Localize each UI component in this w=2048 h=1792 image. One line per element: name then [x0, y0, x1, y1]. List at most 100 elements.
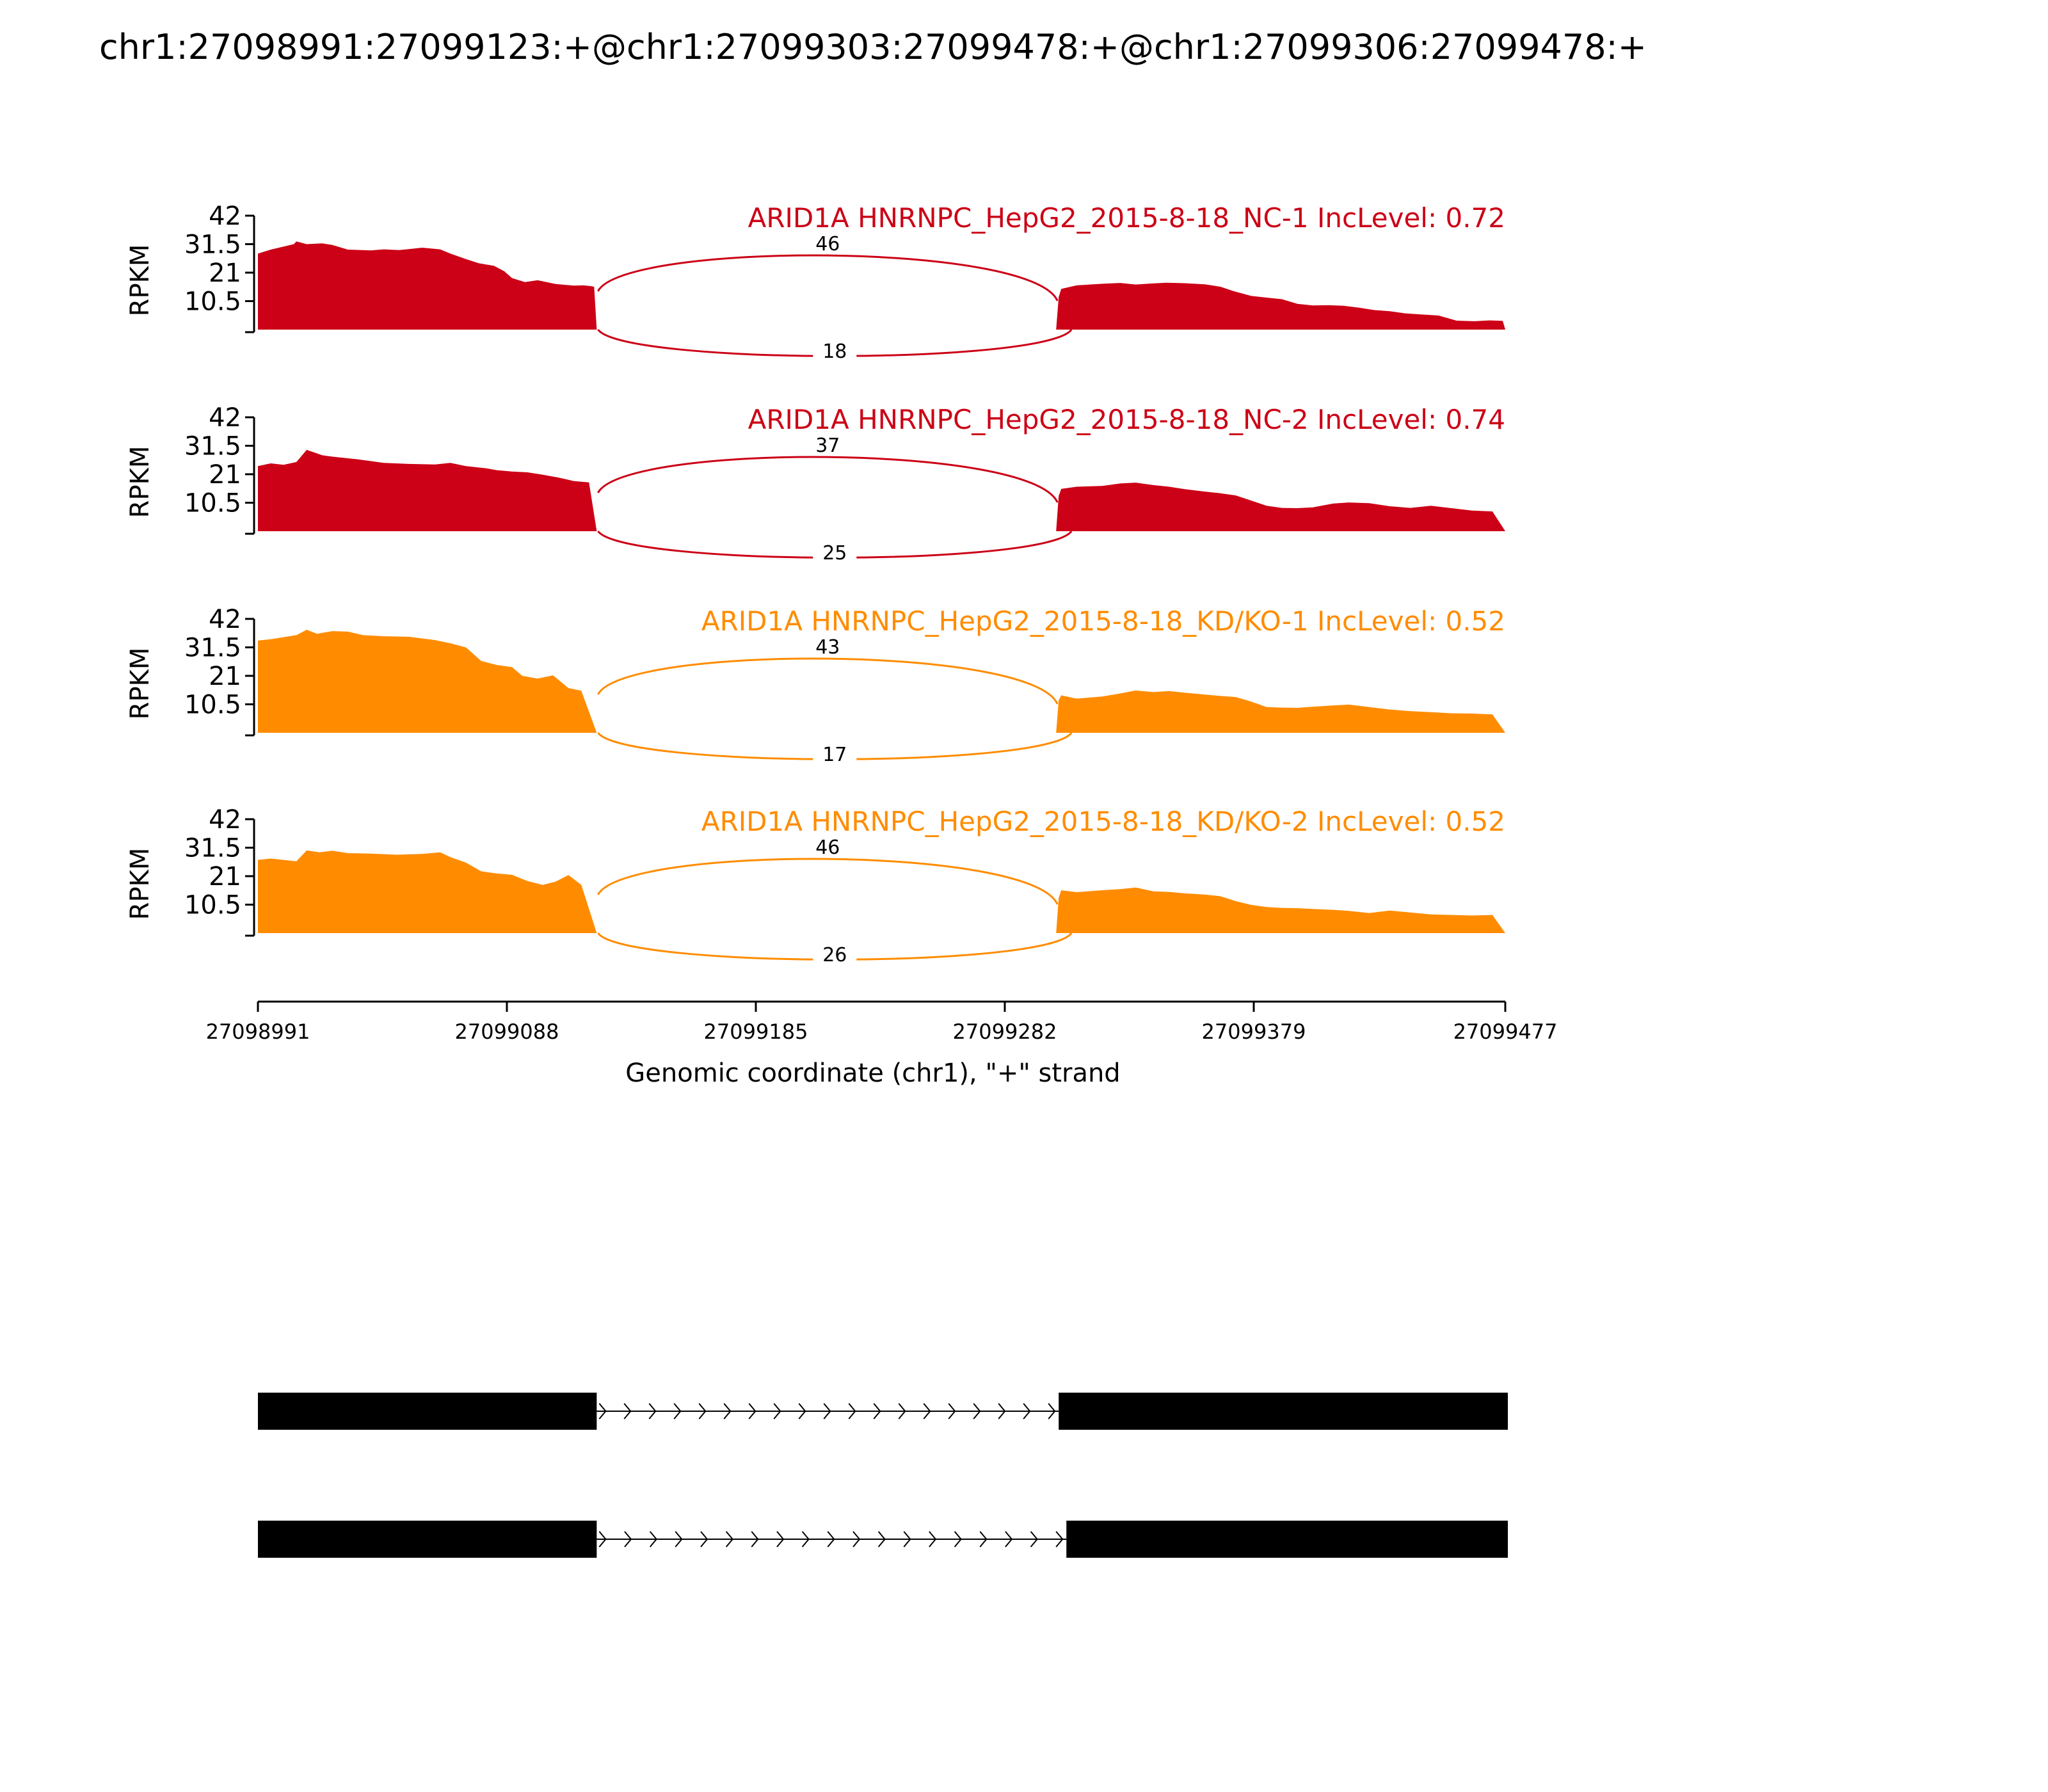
y-tick-label: 42	[209, 805, 241, 835]
strand-arrow	[929, 1531, 937, 1548]
strand-arrow	[1005, 1531, 1013, 1548]
y-tick-label: 42	[209, 403, 241, 433]
strand-arrow	[698, 1403, 707, 1420]
strand-arrow	[624, 1531, 632, 1548]
y-tick-label: 10.5	[184, 891, 241, 920]
strand-arrow	[798, 1403, 806, 1420]
x-tick-label: 27099282	[953, 1020, 1057, 1044]
exon-block	[1059, 1393, 1508, 1430]
junction-count-top: 46	[815, 836, 840, 859]
track-title: ARID1A HNRNPC_HepG2_2015-8-18_NC-1 IncLe…	[748, 202, 1505, 234]
strand-arrow	[948, 1403, 956, 1420]
coverage-area	[258, 850, 1505, 933]
strand-arrow	[723, 1403, 732, 1420]
junction-count-top: 43	[815, 636, 840, 659]
y-tick-label: 10.5	[184, 489, 241, 518]
y-tick-label: 21	[209, 259, 241, 288]
strand-arrow	[954, 1531, 962, 1548]
chart-title: chr1:27098991:27099123:+@chr1:27099303:2…	[99, 27, 1647, 67]
junction-label-bg	[806, 836, 850, 858]
y-axis-label: RPKM	[125, 446, 155, 518]
strand-arrow	[598, 1531, 607, 1548]
x-tick-label: 27099088	[455, 1020, 559, 1044]
junction-arc-top	[597, 858, 1059, 905]
y-tick-label: 31.5	[184, 834, 241, 863]
strand-arrow	[1030, 1531, 1038, 1548]
strand-arrow	[998, 1403, 1006, 1420]
junction-arc-top	[597, 254, 1059, 301]
x-tick-label: 27099185	[704, 1020, 808, 1044]
y-tick-label: 31.5	[184, 432, 241, 461]
strand-arrow	[801, 1531, 810, 1548]
x-tick-label: 27099379	[1202, 1020, 1306, 1044]
junction-count-bottom: 17	[822, 744, 847, 766]
coverage-area	[258, 630, 1505, 733]
track-title: ARID1A HNRNPC_HepG2_2015-8-18_NC-2 IncLe…	[748, 404, 1505, 435]
y-axis-label: RPKM	[125, 648, 155, 720]
y-tick-label: 10.5	[184, 691, 241, 720]
strand-arrow	[1023, 1403, 1031, 1420]
exon-block	[1066, 1521, 1508, 1558]
junction-label-bg	[806, 232, 850, 254]
coverage-area	[258, 449, 1505, 531]
strand-arrow	[751, 1531, 759, 1548]
isoform-1	[258, 1393, 1508, 1430]
junction-arc-top	[597, 456, 1059, 503]
junction-arc-top	[597, 657, 1059, 705]
y-tick-label: 31.5	[184, 634, 241, 663]
track-title: ARID1A HNRNPC_HepG2_2015-8-18_KD/KO-1 In…	[701, 605, 1505, 637]
isoform-structures	[258, 1393, 1508, 1558]
x-tick-label: 27099477	[1453, 1020, 1558, 1044]
strand-arrow	[848, 1403, 856, 1420]
coverage-area	[258, 241, 1505, 330]
strand-arrow	[776, 1531, 785, 1548]
strand-arrow	[877, 1531, 886, 1548]
strand-arrow	[898, 1403, 906, 1420]
y-tick-label: 21	[209, 662, 241, 691]
strand-arrow	[598, 1403, 607, 1420]
junction-label-bg	[813, 541, 857, 563]
strand-arrow	[648, 1403, 657, 1420]
y-axis-label: RPKM	[125, 848, 155, 920]
y-tick-label: 21	[209, 460, 241, 490]
junction-count-top: 46	[815, 233, 840, 255]
isoform-2	[258, 1521, 1508, 1558]
x-tick-label: 27098991	[206, 1020, 310, 1044]
strand-arrow	[923, 1403, 931, 1420]
track-title: ARID1A HNRNPC_HepG2_2015-8-18_KD/KO-2 In…	[701, 806, 1505, 837]
strand-arrow	[673, 1403, 682, 1420]
junction-label-bg	[806, 636, 850, 657]
y-tick-label: 21	[209, 862, 241, 892]
y-tick-label: 31.5	[184, 230, 241, 260]
exon-block	[258, 1393, 597, 1430]
strand-arrow	[623, 1403, 632, 1420]
y-tick-label: 42	[209, 202, 241, 231]
junction-label-bg	[806, 434, 850, 456]
junction-label-bg	[813, 943, 857, 965]
strand-arrow	[1055, 1531, 1064, 1548]
strand-arrow	[827, 1531, 835, 1548]
strand-arrow	[823, 1403, 831, 1420]
strand-arrow	[675, 1531, 683, 1548]
strand-arrow	[700, 1531, 708, 1548]
x-axis-label: Genomic coordinate (chr1), "+" strand	[625, 1059, 1120, 1088]
strand-arrow	[873, 1403, 881, 1420]
strand-arrow	[773, 1403, 781, 1420]
strand-arrow	[748, 1403, 756, 1420]
strand-arrow	[979, 1531, 988, 1548]
junction-count-bottom: 18	[822, 340, 847, 363]
strand-arrow	[725, 1531, 734, 1548]
junction-count-bottom: 25	[822, 542, 847, 564]
strand-arrow	[973, 1403, 981, 1420]
y-tick-label: 42	[209, 605, 241, 634]
strand-arrow	[852, 1531, 861, 1548]
junction-count-top: 37	[815, 435, 840, 457]
junction-label-bg	[813, 340, 857, 362]
junction-label-bg	[813, 743, 857, 765]
